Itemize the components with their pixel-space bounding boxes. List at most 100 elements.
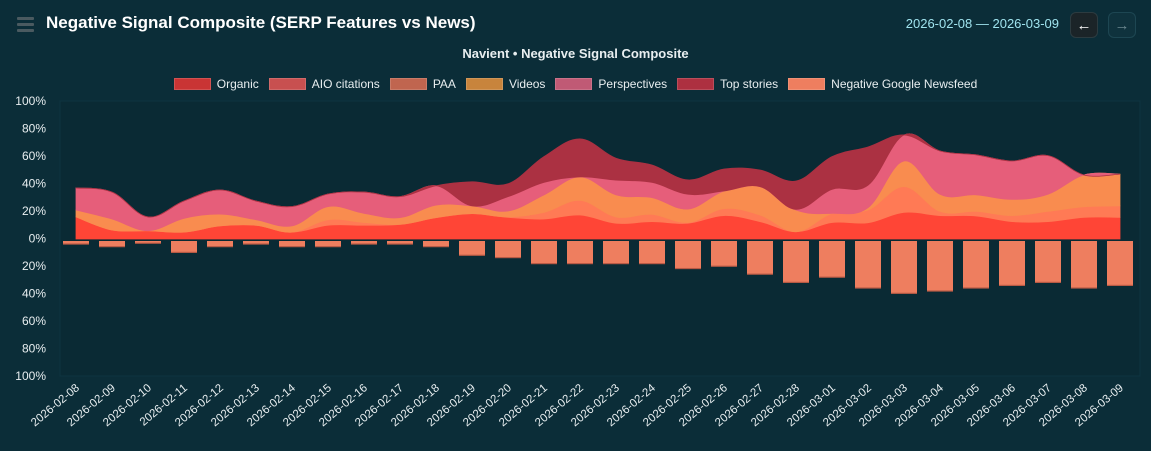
prev-period-button[interactable]: ← [1070, 12, 1098, 38]
newsfeed-bar[interactable] [927, 241, 953, 291]
y-tick-label: 20% [22, 204, 46, 218]
legend-item[interactable]: Top stories [677, 77, 778, 91]
newsfeed-bar-edge [531, 263, 557, 265]
newsfeed-bar-edge [351, 243, 377, 245]
newsfeed-bar[interactable] [279, 241, 305, 247]
newsfeed-bar[interactable] [351, 241, 377, 244]
newsfeed-bar-edge [387, 243, 413, 245]
newsfeed-bar-edge [1107, 284, 1133, 287]
newsfeed-bar[interactable] [387, 241, 413, 244]
legend-swatch [677, 78, 715, 90]
y-tick-label: 20% [22, 259, 46, 273]
legend-label: AIO citations [311, 77, 380, 91]
legend-label: Top stories [720, 77, 779, 91]
newsfeed-bar[interactable] [207, 241, 233, 247]
legend-swatch [268, 78, 306, 90]
newsfeed-bar-edge [279, 246, 305, 248]
newsfeed-bar-edge [567, 263, 593, 265]
newsfeed-bar-edge [927, 290, 953, 292]
legend: Organic AIO citations PAA Videos Perspective… [0, 77, 1151, 91]
y-tick-label: 40% [22, 177, 46, 191]
newsfeed-bar-edge [135, 242, 161, 244]
newsfeed-bar[interactable] [459, 241, 485, 256]
newsfeed-bar-edge [819, 276, 845, 278]
y-tick-label: 80% [22, 122, 46, 136]
newsfeed-bar-edge [603, 263, 629, 265]
legend-swatch [389, 78, 427, 90]
header: Negative Signal Composite (SERP Features… [0, 0, 1151, 48]
chart-title: Navient • Negative Signal Composite [462, 46, 689, 61]
newsfeed-bar[interactable] [675, 241, 701, 269]
legend-item[interactable]: PAA [389, 77, 456, 91]
newsfeed-bar[interactable] [747, 241, 773, 275]
newsfeed-bar[interactable] [567, 241, 593, 264]
legend-swatch [173, 78, 211, 90]
newsfeed-bar[interactable] [171, 241, 197, 253]
date-range: 2026-02-08 — 2026-03-09 [905, 16, 1059, 31]
newsfeed-bar[interactable] [1071, 241, 1097, 288]
page-title: Negative Signal Composite (SERP Features… [46, 13, 476, 32]
y-tick-label: 80% [22, 342, 46, 356]
y-tick-label: 60% [22, 149, 46, 163]
legend-item[interactable]: Perspectives [555, 77, 667, 91]
newsfeed-bar-edge [171, 251, 197, 253]
newsfeed-bar[interactable] [63, 241, 89, 244]
newsfeed-bar-edge [99, 246, 125, 248]
newsfeed-bar[interactable] [783, 241, 809, 283]
newsfeed-bar[interactable] [963, 241, 989, 288]
newsfeed-bar[interactable] [135, 241, 161, 244]
newsfeed-bar[interactable] [243, 241, 269, 244]
newsfeed-bar[interactable] [423, 241, 449, 247]
newsfeed-bar-edge [315, 246, 341, 248]
newsfeed-bar-edge [675, 267, 701, 270]
newsfeed-bar-edge [639, 263, 665, 265]
legend-swatch [788, 78, 826, 90]
newsfeed-bar-edge [999, 284, 1025, 287]
legend-item[interactable]: Videos [465, 77, 546, 91]
newsfeed-bar-edge [459, 254, 485, 256]
hamburger-icon[interactable] [17, 17, 34, 32]
legend-label: Organic [216, 77, 259, 91]
newsfeed-bar-edge [243, 243, 269, 245]
legend-item[interactable]: AIO citations [268, 77, 380, 91]
newsfeed-bar[interactable] [639, 241, 665, 264]
newsfeed-bar[interactable] [891, 241, 917, 294]
area-top-stories[interactable] [75, 133, 1121, 218]
newsfeed-bar-edge [423, 246, 449, 248]
newsfeed-bar-edge [207, 246, 233, 248]
newsfeed-bar[interactable] [711, 241, 737, 267]
newsfeed-bar-edge [495, 256, 521, 259]
newsfeed-bar[interactable] [603, 241, 629, 264]
y-tick-label: 100% [15, 94, 46, 108]
newsfeed-bar-edge [63, 243, 89, 245]
newsfeed-bar[interactable] [495, 241, 521, 258]
newsfeed-bar-edge [1035, 281, 1061, 283]
newsfeed-bar-edge [963, 287, 989, 289]
legend-swatch [555, 78, 593, 90]
newsfeed-bar[interactable] [1035, 241, 1061, 283]
newsfeed-bar-edge [891, 292, 917, 294]
legend-swatch [465, 78, 503, 90]
newsfeed-bar-edge [1071, 287, 1097, 289]
newsfeed-bar[interactable] [1107, 241, 1133, 286]
newsfeed-bar[interactable] [855, 241, 881, 288]
y-tick-label: 0% [29, 232, 47, 246]
newsfeed-bar[interactable] [99, 241, 125, 247]
y-tick-label: 60% [22, 314, 46, 328]
newsfeed-bar-edge [783, 281, 809, 283]
newsfeed-bar[interactable] [315, 241, 341, 247]
legend-item[interactable]: Organic [173, 77, 259, 91]
newsfeed-bar-edge [747, 273, 773, 275]
newsfeed-bar[interactable] [819, 241, 845, 278]
y-tick-label: 40% [22, 287, 46, 301]
newsfeed-bar[interactable] [999, 241, 1025, 286]
newsfeed-bar-edge [855, 287, 881, 289]
next-period-button[interactable]: → [1108, 12, 1136, 38]
legend-item[interactable]: Negative Google Newsfeed [788, 77, 977, 91]
newsfeed-bar[interactable] [531, 241, 557, 264]
legend-label: Videos [508, 77, 546, 91]
newsfeed-bar-edge [711, 265, 737, 267]
legend-label: Perspectives [598, 77, 668, 91]
legend-label: Negative Google Newsfeed [831, 77, 978, 91]
